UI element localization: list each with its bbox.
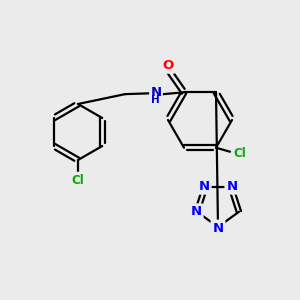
Text: Cl: Cl — [233, 147, 246, 160]
Text: N: N — [199, 180, 210, 193]
Text: Cl: Cl — [72, 173, 84, 187]
Text: O: O — [162, 59, 174, 72]
Text: N: N — [190, 205, 202, 218]
Text: N: N — [226, 180, 238, 193]
Text: N: N — [150, 86, 162, 99]
Text: H: H — [151, 95, 159, 105]
Text: N: N — [212, 221, 224, 235]
